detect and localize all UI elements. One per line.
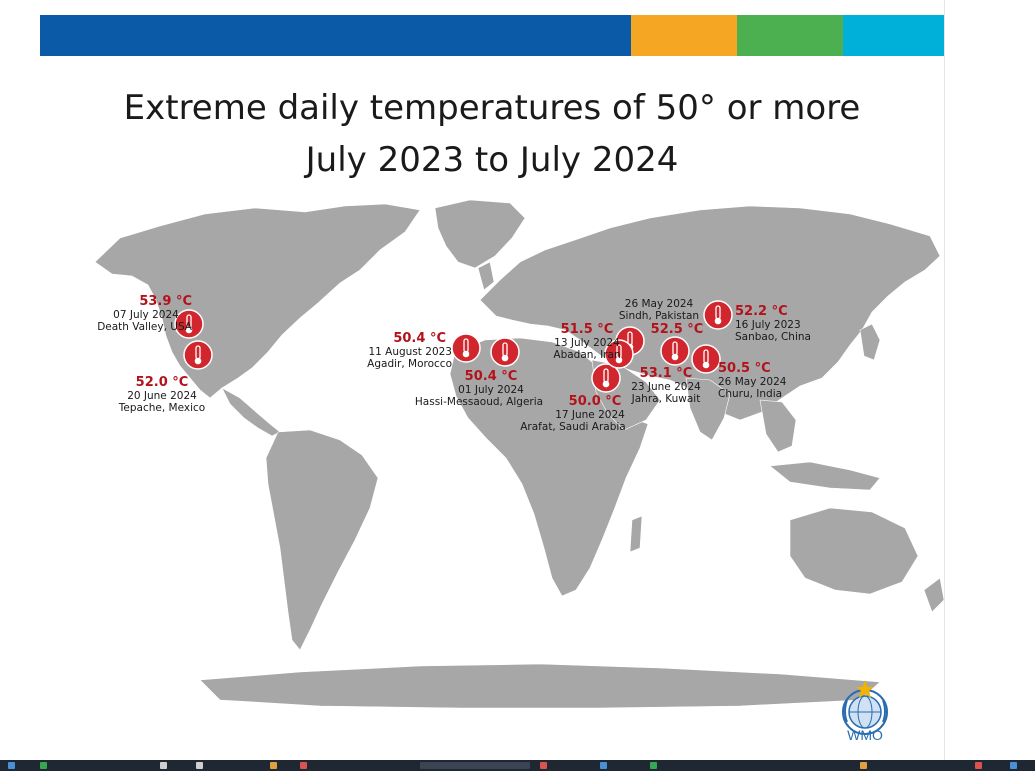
japan: [859, 323, 881, 361]
label-abadan: 51.5 °C 13 July 2024 Abadan, Iran: [550, 322, 624, 361]
label-hassi-messaoud: 50.4 °C 01 July 2024 Hassi-Messaoud, Alg…: [406, 369, 552, 408]
southeast-asia: [759, 399, 797, 453]
thermometer-marker-sindh: [660, 336, 690, 366]
place-hassi-messaoud: Hassi-Messaoud, Algeria: [414, 396, 544, 408]
thermometer-marker-tepache: [183, 340, 213, 370]
temp-tepache: 52.0 °C: [135, 375, 189, 390]
title-line-2: July 2023 to July 2024: [305, 140, 679, 180]
label-arafat: 50.0 °C 17 June 2024 Arafat, Saudi Arabi…: [510, 394, 636, 433]
indonesia: [769, 461, 881, 491]
north-america: [94, 203, 421, 399]
taskbar-icon[interactable]: [270, 762, 277, 769]
band-green: [737, 15, 843, 56]
label-sanbao: 52.2 °C 16 July 2023 Sanbao, China: [735, 304, 821, 343]
taskbar-icon[interactable]: [1010, 762, 1017, 769]
title-line-1: Extreme daily temperatures of 50° or mor…: [123, 88, 861, 128]
madagascar: [629, 515, 643, 553]
temp-agadir: 50.4 °C: [393, 331, 446, 346]
australia: [789, 507, 919, 595]
right-gutter: [944, 0, 1035, 760]
date-death-valley: 07 July 2024: [113, 309, 179, 321]
taskbar-icon[interactable]: [420, 762, 530, 769]
taskbar-icon[interactable]: [600, 762, 607, 769]
greenland: [434, 199, 526, 269]
central-america: [221, 387, 281, 437]
place-tepache: Tepache, Mexico: [118, 402, 206, 414]
taskbar-icon[interactable]: [160, 762, 167, 769]
temp-sanbao: 52.2 °C: [735, 304, 788, 319]
taskbar-icon[interactable]: [196, 762, 203, 769]
label-jahra: 53.1 °C 23 June 2024 Jahra, Kuwait: [622, 366, 710, 405]
temperature-markers: [174, 300, 733, 393]
date-tepache: 20 June 2024: [127, 390, 197, 402]
india: [685, 377, 731, 441]
temp-death-valley: 53.9 °C: [139, 294, 192, 309]
place-arafat: Arafat, Saudi Arabia: [520, 421, 626, 433]
band-orange: [631, 15, 737, 56]
land-masses: [94, 199, 944, 709]
taskbar-icon[interactable]: [40, 762, 47, 769]
taskbar-icon[interactable]: [975, 762, 982, 769]
thermometer-marker-arafat: [591, 363, 621, 393]
header-color-band: [40, 15, 944, 56]
place-sindh: Sindh, Pakistan: [618, 310, 700, 322]
thermometer-marker-agadir: [451, 333, 481, 363]
temp-abadan: 51.5 °C: [560, 322, 614, 337]
band-cyan: [843, 15, 944, 56]
place-agadir: Agadir, Morocco: [367, 358, 452, 370]
temp-jahra: 53.1 °C: [639, 366, 693, 381]
date-abadan: 13 July 2024: [554, 337, 620, 349]
antarctica: [199, 663, 881, 709]
date-churu: 26 May 2024: [718, 376, 787, 388]
taskbar-icon[interactable]: [650, 762, 657, 769]
place-abadan: Abadan, Iran: [553, 349, 621, 361]
thermometer-marker-sanbao: [703, 300, 733, 330]
temp-sindh: 52.5 °C: [650, 322, 704, 337]
date-sanbao: 16 July 2023: [735, 319, 801, 331]
date-arafat: 17 June 2024: [555, 409, 625, 421]
label-churu: 50.5 °C 26 May 2024 Churu, India: [718, 361, 798, 400]
date-sindh: 26 May 2024: [624, 298, 694, 310]
label-agadir: 50.4 °C 11 August 2023 Agadir, Morocco: [340, 331, 452, 370]
label-death-valley: 53.9 °C 07 July 2024 Death Valley, USA: [60, 294, 192, 333]
taskbar: [0, 760, 1035, 771]
africa: [449, 337, 649, 597]
temp-arafat: 50.0 °C: [568, 394, 622, 409]
british-isles: [477, 261, 495, 291]
band-blue: [40, 15, 631, 56]
wmo-logo-text: WMO: [847, 727, 883, 743]
place-death-valley: Death Valley, USA: [97, 321, 192, 333]
date-agadir: 11 August 2023: [368, 346, 452, 358]
taskbar-icon[interactable]: [860, 762, 867, 769]
thermometer-marker-jahra: [604, 339, 634, 369]
taskbar-icon[interactable]: [300, 762, 307, 769]
new-zealand: [923, 577, 944, 613]
place-jahra: Jahra, Kuwait: [631, 393, 701, 405]
date-hassi-messaoud: 01 July 2024: [458, 384, 524, 396]
taskbar-icon[interactable]: [540, 762, 547, 769]
label-tepache: 52.0 °C 20 June 2024 Tepache, Mexico: [100, 375, 224, 414]
place-sanbao: Sanbao, China: [735, 331, 811, 343]
place-churu: Churu, India: [718, 388, 783, 400]
date-jahra: 23 June 2024: [631, 381, 701, 393]
thermometer-marker-death-valley: [174, 309, 204, 339]
temp-hassi-messaoud: 50.4 °C: [464, 369, 518, 384]
thermometer-marker-churu: [691, 344, 721, 374]
south-america: [265, 429, 379, 651]
temp-churu: 50.5 °C: [718, 361, 771, 376]
world-map: [94, 199, 944, 709]
thermometer-marker-hassi-messaoud: [490, 337, 520, 367]
taskbar-icon[interactable]: [8, 762, 15, 769]
label-sindh: 26 May 2024 Sindh, Pakistan 52.5 °C: [612, 298, 706, 337]
wmo-logo-icon: [842, 680, 888, 735]
